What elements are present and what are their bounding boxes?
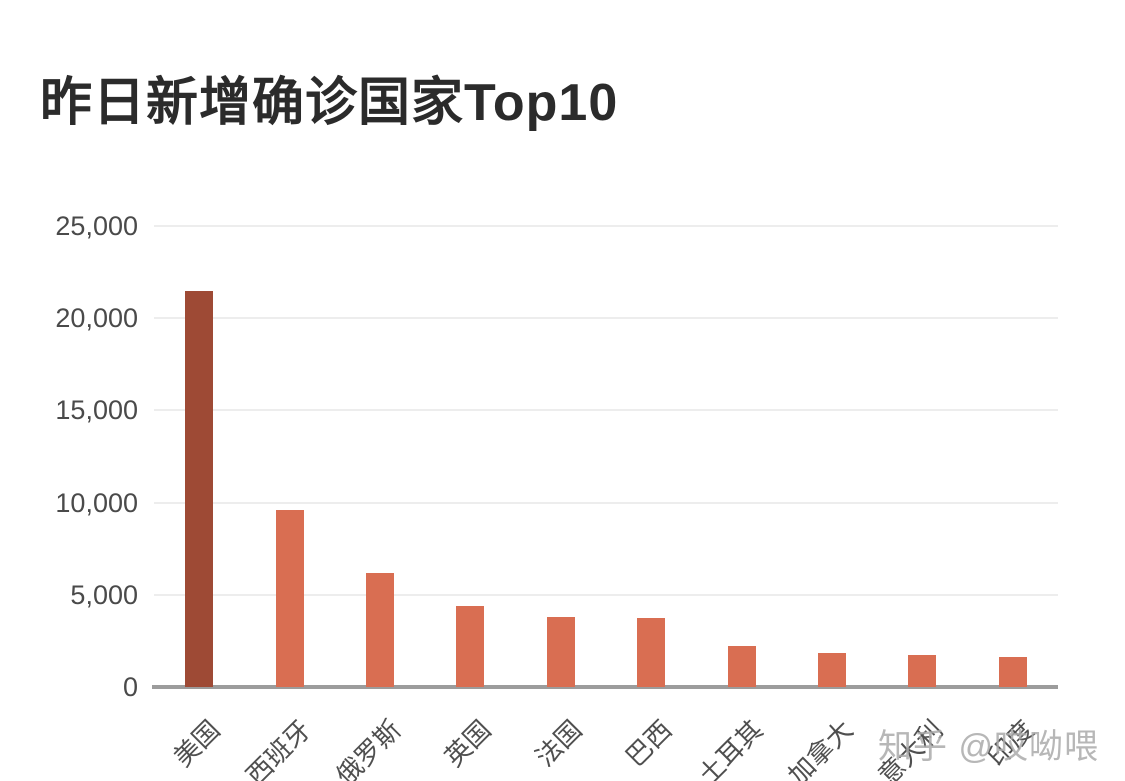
gridline xyxy=(154,225,1058,227)
gridline xyxy=(154,409,1058,412)
bar-highlighted xyxy=(185,290,214,687)
bar xyxy=(637,617,666,687)
y-tick-label: 20,000 xyxy=(55,303,138,334)
gridline xyxy=(154,593,1058,596)
bar xyxy=(818,652,846,687)
y-tick-label: 10,000 xyxy=(55,487,138,518)
bar xyxy=(366,572,394,687)
bar xyxy=(275,509,304,687)
gridline xyxy=(154,501,1058,504)
bar xyxy=(908,654,937,687)
watermark: 知乎 @哎呦喂 xyxy=(878,728,1099,766)
gridline xyxy=(154,317,1058,320)
bar xyxy=(998,657,1027,687)
bar xyxy=(456,605,485,687)
y-tick-label: 25,000 xyxy=(55,211,138,241)
y-tick-label: 0 xyxy=(122,672,138,702)
y-tick-label: 5,000 xyxy=(70,579,138,610)
y-tick-label: 15,000 xyxy=(55,395,138,426)
x-axis-line xyxy=(152,685,1058,689)
bar xyxy=(727,646,756,687)
chart-title: 昨日新增确诊国家Top10 xyxy=(40,74,619,132)
x-tick-label: 美国 xyxy=(167,714,226,773)
bar xyxy=(546,616,575,687)
